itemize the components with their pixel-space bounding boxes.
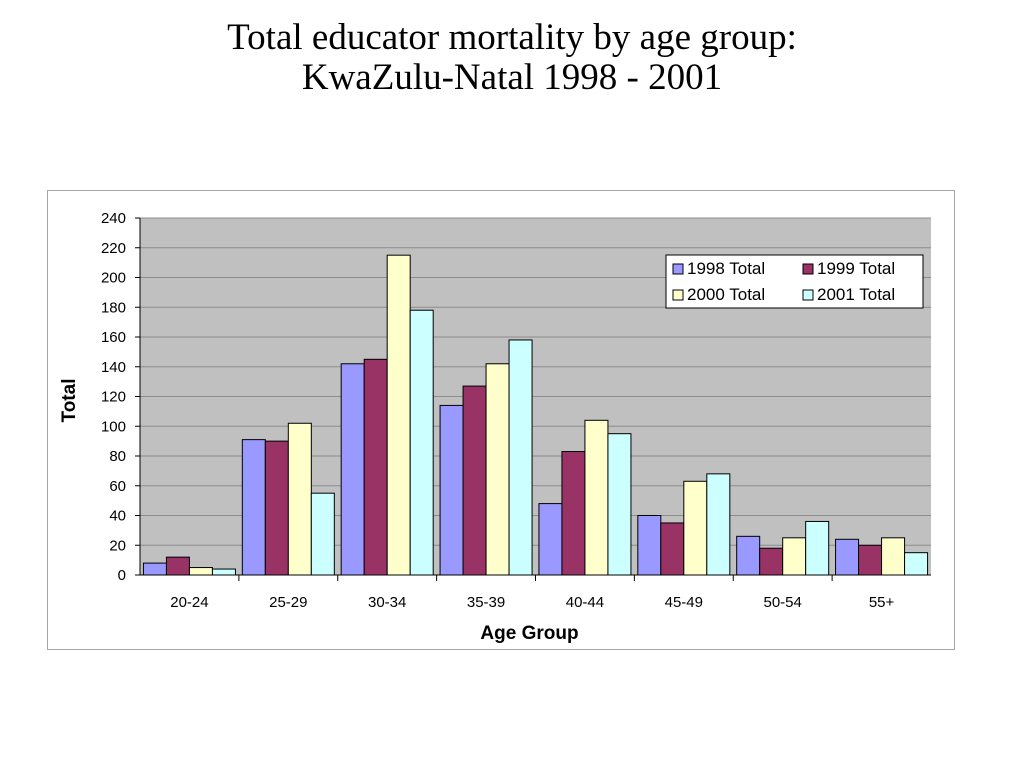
x-tick-label: 20-24 bbox=[170, 594, 208, 611]
bar-1999-total-45-49 bbox=[660, 522, 685, 576]
legend-label: 2000 Total bbox=[687, 285, 765, 304]
y-tick-label: 80 bbox=[109, 448, 126, 465]
legend-swatch bbox=[672, 289, 684, 301]
bar-1998-total-35-39 bbox=[439, 404, 464, 576]
y-tick-label: 100 bbox=[101, 418, 126, 435]
x-tick-label: 30-34 bbox=[368, 594, 406, 611]
y-tick-label: 140 bbox=[101, 359, 126, 376]
bar-2000-total-35-39 bbox=[485, 363, 510, 576]
y-tick-label: 60 bbox=[109, 478, 126, 495]
bar-2001-total-20-24 bbox=[211, 568, 236, 576]
bar-2000-total-40-44 bbox=[584, 419, 609, 576]
bar-1998-total-20-24 bbox=[142, 562, 167, 576]
bar-chart: 0 20 40 60 80 100 120 140 160 180 200 220 240 20-24 25… bbox=[59, 210, 931, 644]
y-tick-label: 0 bbox=[118, 567, 126, 584]
x-tick-label: 45-49 bbox=[665, 594, 703, 611]
bar-2000-total-45-49 bbox=[683, 480, 708, 576]
y-tick-label: 200 bbox=[101, 270, 126, 287]
legend-label: 2001 Total bbox=[817, 285, 895, 304]
x-tick-label: 40-44 bbox=[566, 594, 604, 611]
x-axis-title: Age Group bbox=[480, 623, 578, 644]
bar-2000-total-55+ bbox=[881, 537, 906, 576]
bar-1999-total-30-34 bbox=[363, 358, 388, 576]
legend-swatch bbox=[802, 263, 814, 275]
bar-2001-total-25-29 bbox=[310, 492, 335, 576]
bar-2001-total-50-54 bbox=[805, 520, 830, 576]
x-tick-label: 55+ bbox=[869, 594, 895, 611]
bar-1998-total-25-29 bbox=[241, 439, 266, 576]
y-axis-title: Total bbox=[59, 379, 80, 423]
y-tick-label: 120 bbox=[101, 389, 126, 406]
bar-1998-total-55+ bbox=[835, 538, 860, 576]
bar-2000-total-30-34 bbox=[386, 254, 411, 576]
bar-1999-total-20-24 bbox=[165, 556, 190, 576]
y-tick-label: 240 bbox=[101, 210, 126, 227]
legend-box bbox=[665, 254, 924, 309]
bar-2000-total-50-54 bbox=[782, 537, 807, 576]
y-tick-label: 160 bbox=[101, 329, 126, 346]
chart-area: 0 20 40 60 80 100 120 140 160 180 200 220 240 20-24 25… bbox=[47, 190, 955, 650]
bar-2001-total-45-49 bbox=[706, 473, 731, 576]
bar-1998-total-40-44 bbox=[538, 503, 563, 576]
x-tick-label: 35-39 bbox=[467, 594, 505, 611]
bar-2001-total-35-39 bbox=[508, 339, 533, 576]
title-line-2: KwaZulu-Natal 1998 - 2001 bbox=[301, 57, 723, 98]
bar-1999-total-50-54 bbox=[759, 547, 784, 576]
bar-1998-total-30-34 bbox=[340, 363, 365, 576]
bar-1999-total-55+ bbox=[858, 544, 883, 576]
y-tick-label: 220 bbox=[101, 240, 126, 257]
bar-2001-total-40-44 bbox=[607, 433, 632, 576]
bar-1999-total-25-29 bbox=[264, 440, 289, 576]
title-line-1: Total educator mortality by age group: bbox=[227, 17, 797, 58]
bar-2001-total-30-34 bbox=[409, 309, 434, 576]
y-tick-label: 180 bbox=[101, 299, 126, 316]
bar-1999-total-35-39 bbox=[462, 385, 487, 576]
y-tick-label: 40 bbox=[109, 508, 126, 525]
x-tick-label: 25-29 bbox=[269, 594, 307, 611]
bar-2001-total-55+ bbox=[904, 552, 929, 576]
legend-label: 1998 Total bbox=[687, 259, 765, 278]
bar-1999-total-40-44 bbox=[561, 451, 586, 576]
legend-swatch bbox=[672, 263, 684, 275]
bar-1998-total-45-49 bbox=[637, 515, 662, 576]
y-tick-label: 20 bbox=[109, 537, 126, 554]
x-tick-label: 50-54 bbox=[764, 594, 802, 611]
bar-2000-total-25-29 bbox=[287, 422, 312, 576]
page-title: Total educator mortality by age group: K… bbox=[0, 18, 1024, 98]
bar-1998-total-50-54 bbox=[736, 535, 761, 576]
legend-swatch bbox=[802, 289, 814, 301]
legend-label: 1999 Total bbox=[817, 259, 895, 278]
bar-2000-total-20-24 bbox=[188, 567, 213, 576]
